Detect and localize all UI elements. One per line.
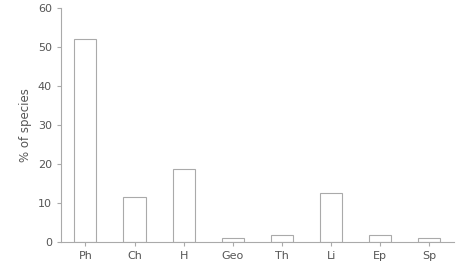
Bar [173, 169, 195, 242]
Bar [418, 238, 440, 242]
Bar [320, 193, 342, 242]
Y-axis label: % of species: % of species [19, 88, 32, 162]
Bar [222, 238, 244, 242]
Bar [271, 235, 293, 242]
Bar [124, 197, 146, 242]
Bar [74, 39, 96, 242]
Bar [369, 235, 391, 242]
